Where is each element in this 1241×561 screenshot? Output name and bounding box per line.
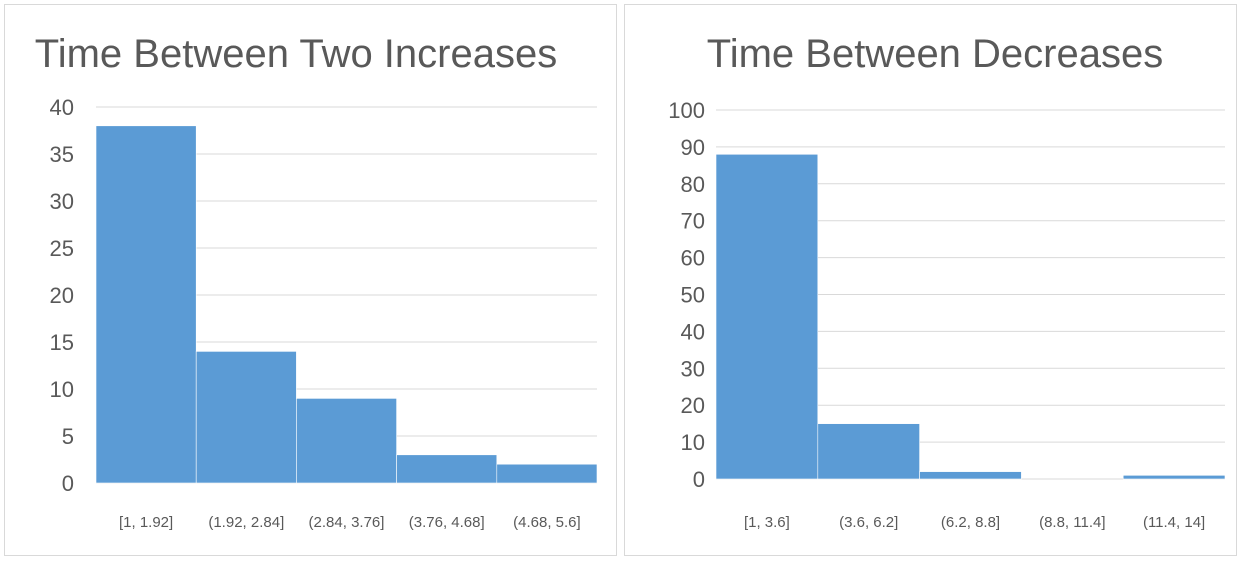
x-axis-ticks: [1, 1.92] (1.92, 2.84] (2.84, 3.76] (3.76, … [119, 514, 581, 531]
histogram-bar [296, 398, 397, 484]
histogram-bar [919, 471, 1022, 480]
y-tick-label: 10 [50, 377, 74, 402]
x-tick-label: (11.4, 14] [1143, 514, 1205, 531]
y-tick-label: 30 [50, 189, 74, 214]
y-tick-label: 5 [62, 424, 74, 449]
chart-panel-time-between-two-increases: Time Between Two Increases 0 5 10 15 20 25 30 3… [4, 4, 617, 556]
bars [95, 125, 598, 484]
y-tick-label: 35 [50, 142, 74, 167]
histogram-bar [817, 423, 920, 480]
y-axis-ticks: 0 10 20 30 40 50 60 70 80 90 100 [668, 98, 705, 492]
x-tick-label: (6.2, 8.8] [941, 514, 1000, 531]
y-tick-label: 40 [50, 95, 74, 120]
chart-panel-time-between-decreases: Time Between Decreases 0 10 20 30 40 50 60 70 80… [624, 4, 1237, 556]
histogram-bar [195, 351, 297, 484]
y-tick-label: 10 [681, 430, 705, 455]
y-tick-label: 15 [50, 330, 74, 355]
x-tick-label: [1, 1.92] [119, 514, 173, 531]
histogram-time-between-two-increases: Time Between Two Increases 0 5 10 15 20 25 30 3… [35, 32, 598, 531]
y-tick-label: 0 [693, 467, 705, 492]
y-tick-label: 50 [681, 283, 705, 308]
x-axis-ticks: [1, 3.6] (3.6, 6.2] (6.2, 8.8] (8.8, 11.4] (… [744, 514, 1205, 531]
histogram-bar [496, 463, 598, 484]
x-tick-label: [1, 3.6] [744, 514, 790, 531]
y-tick-label: 0 [62, 471, 74, 496]
y-tick-label: 25 [50, 236, 74, 261]
y-tick-label: 60 [681, 246, 705, 271]
histogram-bar [95, 125, 197, 484]
x-tick-label: (2.84, 3.76] [309, 514, 385, 531]
y-tick-label: 100 [668, 98, 705, 123]
histogram-bar [715, 153, 819, 480]
bars [715, 153, 1226, 480]
y-axis-ticks: 0 5 10 15 20 25 30 35 40 [50, 95, 74, 496]
histogram-bar [396, 454, 498, 484]
histogram-bar [1122, 475, 1226, 480]
x-tick-label: (3.6, 6.2] [839, 514, 898, 531]
y-tick-label: 40 [681, 319, 705, 344]
y-tick-label: 30 [681, 356, 705, 381]
y-tick-label: 80 [681, 172, 705, 197]
chart-title: Time Between Two Increases [35, 32, 557, 76]
y-tick-label: 90 [681, 135, 705, 160]
y-tick-label: 70 [681, 209, 705, 234]
y-tick-label: 20 [50, 283, 74, 308]
histogram-time-between-decreases: Time Between Decreases 0 10 20 30 40 50 60 70 80… [668, 32, 1226, 531]
x-tick-label: (4.68, 5.6] [513, 514, 581, 531]
y-tick-label: 20 [681, 393, 705, 418]
x-tick-label: (8.8, 11.4] [1039, 514, 1105, 531]
x-tick-label: (3.76, 4.68] [409, 514, 485, 531]
x-tick-label: (1.92, 2.84] [208, 514, 284, 531]
chart-title: Time Between Decreases [707, 32, 1163, 76]
